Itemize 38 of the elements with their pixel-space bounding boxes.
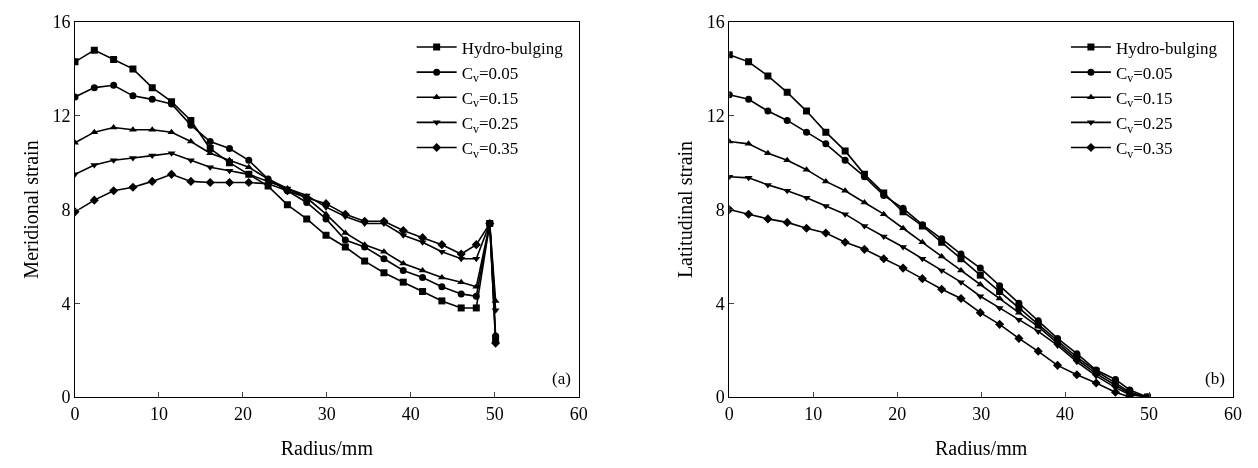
x-tick-label: 10 xyxy=(149,403,168,424)
x-tick-label: 10 xyxy=(804,403,823,424)
x-tick-label: 50 xyxy=(485,403,504,424)
x-tick-label: 50 xyxy=(1140,403,1159,424)
legend-label: C$_{v}$=0.25 xyxy=(1115,113,1173,136)
x-tick-label: 60 xyxy=(1224,403,1242,424)
legend-label: C$_{v}$=0.15 xyxy=(1115,88,1173,111)
x-tick-label: 40 xyxy=(1056,403,1075,424)
legend-label: C$_{v}$=0.05 xyxy=(461,63,519,86)
x-tick-label: 60 xyxy=(569,403,588,424)
legend-label: C$_{v}$=0.15 xyxy=(461,88,519,111)
x-tick-label: 30 xyxy=(317,403,336,424)
y-tick-label: 12 xyxy=(52,106,71,127)
legend-label: Hydro-bulging xyxy=(461,38,564,58)
y-axis-title: Latitudinal strain xyxy=(674,140,697,279)
annotation: (b) xyxy=(1205,369,1225,388)
x-tick-label: 30 xyxy=(972,403,991,424)
y-tick-label: 0 xyxy=(715,387,725,408)
y-tick-label: 8 xyxy=(61,199,71,220)
legend-label: C$_{v}$=0.35 xyxy=(1115,139,1173,161)
y-tick-label: 12 xyxy=(706,106,725,127)
legend-label: C$_{v}$=0.05 xyxy=(1115,63,1173,86)
legend-label: C$_{v}$=0.25 xyxy=(461,113,519,136)
x-axis-title: Radius/mm xyxy=(935,437,1028,460)
x-tick-label: 20 xyxy=(888,403,907,424)
legend-label: Hydro-bulging xyxy=(1115,38,1218,58)
annotation: (a) xyxy=(552,369,571,388)
x-tick-label: 40 xyxy=(401,403,420,424)
legend-label: C$_{v}$=0.35 xyxy=(461,139,519,161)
y-tick-label: 4 xyxy=(61,293,71,314)
y-tick-label: 0 xyxy=(61,387,71,408)
y-tick-label: 16 xyxy=(706,12,725,33)
y-tick-label: 8 xyxy=(715,199,725,220)
y-tick-label: 4 xyxy=(715,293,725,314)
y-tick-label: 16 xyxy=(52,12,71,33)
x-tick-label: 20 xyxy=(233,403,252,424)
x-axis-title: Radius/mm xyxy=(280,437,374,460)
y-axis-title: Meridional strain xyxy=(19,140,42,279)
